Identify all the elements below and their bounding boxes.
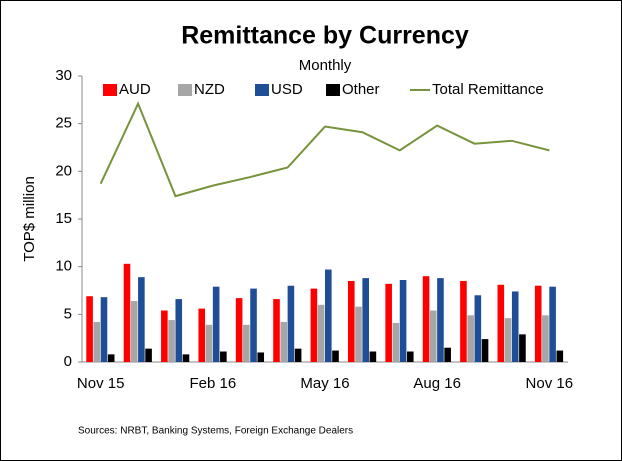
y-tick-label: 25 bbox=[55, 115, 72, 132]
bar bbox=[273, 299, 280, 362]
bar bbox=[280, 321, 288, 362]
bar bbox=[362, 278, 369, 362]
bar bbox=[107, 354, 115, 362]
bar bbox=[474, 295, 482, 362]
bar bbox=[406, 351, 414, 362]
bar bbox=[130, 300, 138, 362]
bar bbox=[542, 315, 549, 362]
bar bbox=[86, 296, 93, 362]
legend-label: AUD bbox=[119, 81, 151, 98]
bar bbox=[294, 348, 302, 362]
bar bbox=[385, 283, 392, 362]
bar bbox=[123, 263, 131, 362]
chart-subtitle: Monthly bbox=[299, 57, 352, 74]
x-tick-label: Nov 15 bbox=[77, 375, 125, 392]
legend-swatch bbox=[255, 84, 269, 96]
legend-label: NZD bbox=[194, 81, 225, 98]
bar bbox=[175, 299, 183, 362]
legend-label: Total Remittance bbox=[432, 81, 544, 98]
bar bbox=[93, 321, 101, 362]
bar bbox=[460, 280, 467, 362]
x-tick-label: Feb 16 bbox=[189, 375, 236, 392]
bar bbox=[422, 276, 430, 362]
bar bbox=[519, 334, 526, 362]
bar bbox=[317, 304, 325, 362]
bar bbox=[243, 324, 250, 362]
bar bbox=[220, 351, 227, 362]
bar bbox=[100, 297, 108, 362]
bar bbox=[392, 322, 400, 362]
bar bbox=[429, 310, 437, 362]
bar bbox=[481, 339, 489, 362]
bar bbox=[145, 348, 152, 362]
x-tick-label: Aug 16 bbox=[413, 375, 461, 392]
legend-label: USD bbox=[271, 81, 303, 98]
bar bbox=[497, 284, 505, 362]
bar bbox=[549, 286, 556, 362]
bar bbox=[138, 277, 145, 362]
bar bbox=[332, 350, 339, 362]
bar bbox=[369, 351, 377, 362]
bar bbox=[168, 320, 175, 362]
y-tick-label: 5 bbox=[64, 305, 72, 322]
legend-swatch bbox=[178, 84, 192, 96]
bar bbox=[556, 350, 564, 362]
bar bbox=[212, 286, 220, 362]
y-tick-label: 15 bbox=[55, 210, 72, 227]
bar bbox=[310, 288, 318, 362]
bar bbox=[287, 285, 295, 362]
bar bbox=[161, 310, 168, 362]
bar bbox=[257, 352, 265, 362]
y-tick-label: 30 bbox=[55, 67, 72, 84]
y-axis-label: TOP$ million bbox=[21, 176, 38, 262]
y-tick-label: 20 bbox=[55, 162, 72, 179]
legend-swatch bbox=[103, 84, 117, 96]
bar bbox=[355, 306, 362, 362]
bar bbox=[235, 298, 243, 362]
bar bbox=[437, 278, 444, 362]
y-tick-label: 0 bbox=[64, 353, 72, 370]
bar bbox=[467, 315, 474, 362]
source: Sources: NRBT, Banking Systems, Foreign … bbox=[78, 426, 353, 437]
bar bbox=[534, 285, 542, 362]
x-tick-label: Nov 16 bbox=[526, 375, 574, 392]
bar bbox=[182, 354, 190, 362]
bar bbox=[250, 288, 257, 362]
legend-label: Other bbox=[342, 81, 380, 98]
x-tick-label: May 16 bbox=[300, 375, 349, 392]
bar bbox=[198, 308, 206, 362]
bar bbox=[325, 269, 332, 362]
bar bbox=[444, 347, 451, 362]
chart-title: Remittance by Currency bbox=[181, 22, 469, 50]
bar bbox=[504, 318, 512, 362]
line bbox=[99, 101, 550, 198]
bar bbox=[205, 324, 213, 362]
bar bbox=[511, 291, 519, 362]
bar bbox=[347, 280, 355, 362]
legend-swatch bbox=[326, 84, 340, 96]
bar bbox=[399, 280, 407, 362]
y-tick-label: 10 bbox=[55, 258, 72, 275]
